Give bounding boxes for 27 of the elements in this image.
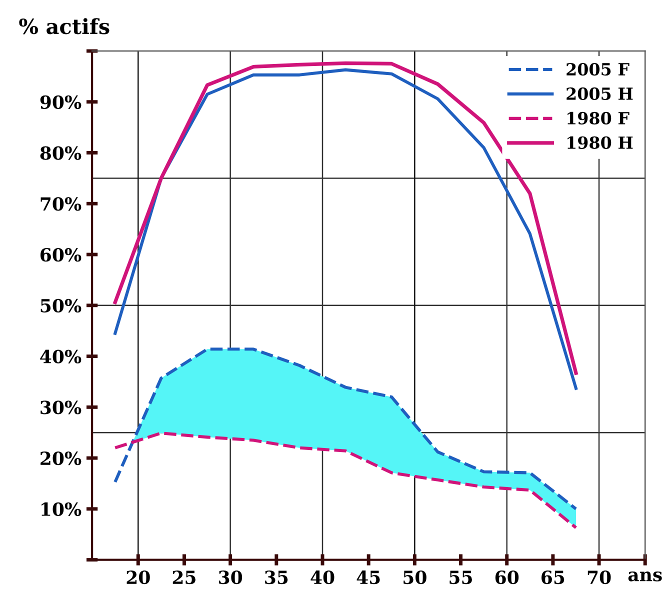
x-tick-label: 50 [404, 570, 426, 584]
x-tick-label: 40 [310, 570, 334, 584]
y-axis-title: % actifs [19, 18, 110, 34]
y-tick-label: 60% [40, 248, 82, 262]
y-tick-label: 80% [40, 146, 82, 160]
x-tick-label: 45 [356, 570, 380, 584]
line-series [114, 432, 578, 530]
x-tick-label: 25 [172, 570, 196, 584]
legend-label: 2005 F [566, 62, 630, 76]
y-tick-label: 30% [40, 400, 82, 414]
y-tick-label: 20% [40, 451, 82, 466]
legend-label: 1980 H [568, 136, 633, 149]
y-tick-label: 90% [40, 95, 82, 109]
x-tick-label: 55 [450, 570, 472, 584]
x-tick-label: 65 [542, 570, 564, 584]
y-tick-label: 40% [40, 350, 82, 364]
x-axis-title: ans [628, 572, 662, 582]
x-tick-label: 30 [219, 570, 242, 584]
y-tick-label: 50% [40, 298, 82, 313]
y-tick-label: 70% [40, 197, 82, 211]
x-tick-label: 70 [588, 570, 611, 584]
legend-label: 2005 H [566, 87, 633, 100]
x-tick-label: 60 [495, 570, 519, 584]
legend-label: 1980 F [568, 112, 630, 124]
x-tick-label: 35 [265, 570, 288, 584]
y-tick-label: 10% [42, 502, 82, 516]
x-tick-label: 20 [126, 570, 150, 584]
